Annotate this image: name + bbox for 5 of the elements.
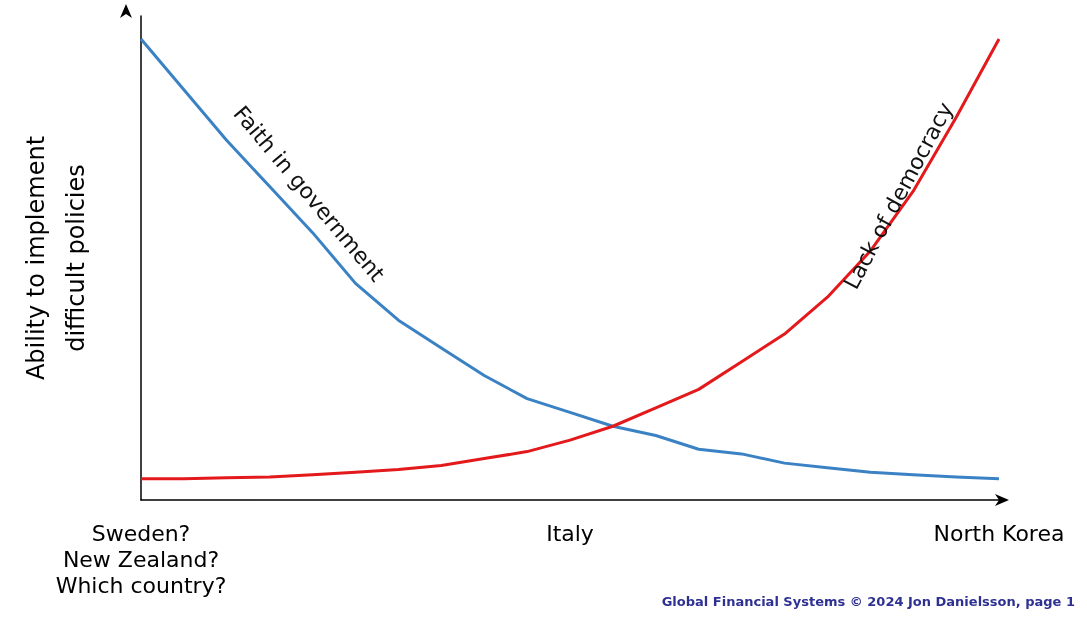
text: Global Financial Systems © 2024 Jon Danielsson, page 1	[661, 594, 1075, 609]
x-tick-label: North Korea	[933, 520, 1065, 546]
x-tick-label: Italy	[546, 520, 594, 546]
y-axis-title: Ability to implement difficult policies	[22, 135, 90, 381]
x-tick-label: Sweden? New Zealand? Which country?	[55, 520, 227, 598]
